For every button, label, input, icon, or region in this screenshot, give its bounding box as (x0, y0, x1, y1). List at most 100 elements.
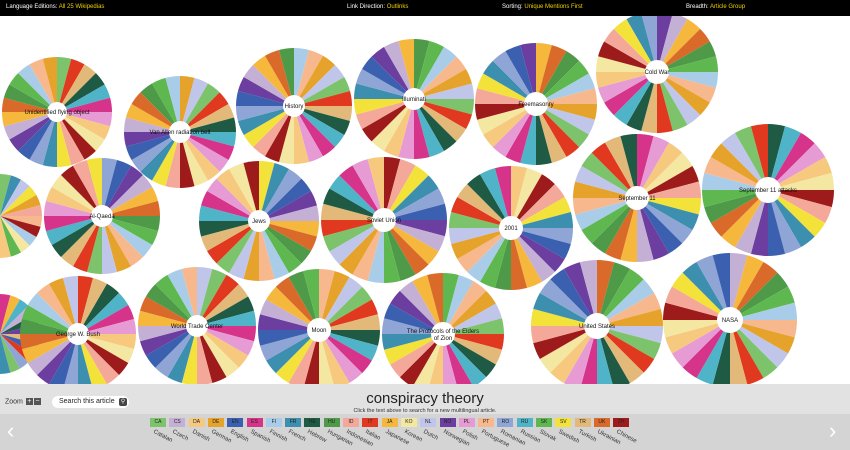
wheel-hub (584, 313, 610, 339)
article-wheel[interactable]: World Trade Center (138, 267, 256, 384)
wheel-slice (475, 104, 536, 120)
wheel-slice (414, 99, 430, 159)
language-uk-item[interactable]: UK Ukrainian (593, 418, 621, 446)
wheel-slice (536, 73, 595, 104)
wheel-label: United States (579, 324, 615, 330)
wheel-slice (356, 69, 414, 99)
sorting-value[interactable]: Unique Mentions First (524, 4, 583, 10)
wheel-slice (78, 277, 107, 334)
wheel-slice (0, 205, 42, 216)
wheel-slice (259, 221, 319, 237)
language-da-item[interactable]: DA Danish (188, 418, 210, 443)
wheel-slice (199, 205, 259, 221)
article-wheel[interactable]: Unidentified flying object (1, 56, 112, 168)
article-wheel[interactable]: Al-Qaeda (44, 158, 160, 274)
language-id-item[interactable]: ID Indonesian (343, 418, 374, 448)
language-zh-item[interactable]: ZH Chinese (613, 418, 638, 445)
wheel-slice (0, 334, 20, 373)
wheel-slice (138, 326, 197, 342)
article-wheel[interactable]: United States (531, 260, 663, 384)
article-wheel[interactable]: The Protocols of the Elders of Zion (382, 273, 504, 384)
wheel-slice (768, 124, 786, 190)
language-pt-item[interactable]: PT Portuguese (478, 418, 510, 449)
article-wheel[interactable]: Freemasonry (475, 43, 597, 165)
language-no-item[interactable]: NO Norwegian (439, 418, 470, 448)
article-wheel[interactable]: September 11 attacks (702, 124, 834, 256)
language-it-item[interactable]: IT Italian (362, 418, 381, 442)
zoom-in-button[interactable]: + (25, 398, 33, 405)
next-arrow-icon[interactable]: › (829, 418, 837, 443)
article-wheel[interactable]: NASA (663, 252, 797, 384)
search-article-button[interactable]: Search this article ⚲ (52, 396, 129, 408)
wheel-slice (167, 269, 197, 326)
wheel-slice (597, 268, 644, 326)
language-de-item[interactable]: DE German (207, 418, 232, 444)
wheel-slice (0, 186, 37, 216)
language-sk-item[interactable]: SK Slovak (536, 418, 557, 443)
wheel-slice (0, 216, 37, 246)
wheel-slice (319, 314, 380, 330)
language-cs-item[interactable]: CS Czech (169, 418, 189, 442)
language-code: CA (150, 418, 166, 427)
zoom-out-button[interactable]: − (33, 398, 41, 405)
wheel-slice (704, 157, 768, 190)
language-ko-item[interactable]: KO Korean (400, 418, 423, 443)
article-wheel[interactable]: Illuminati (354, 39, 475, 159)
wheel-slice (597, 326, 661, 359)
breadth-value[interactable]: Article Group (710, 4, 746, 10)
article-wheel[interactable]: Soviet Union (321, 157, 447, 283)
previous-arrow-icon[interactable]: ‹ (7, 418, 15, 443)
wheel-slice (657, 16, 673, 72)
wheel-slice (613, 72, 657, 125)
wheel-slice (539, 279, 597, 326)
wheel-slice (511, 197, 571, 228)
language-editions-value[interactable]: All 25 Wikipedias (58, 4, 105, 10)
language-ro-item[interactable]: RO Romanian (497, 418, 527, 447)
article-wheel[interactable]: 2001 (449, 166, 573, 290)
language-tr-item[interactable]: TR Turkish (574, 418, 597, 443)
language-en-item[interactable]: EN English (227, 418, 250, 444)
wheel-slice (207, 178, 259, 221)
article-wheel[interactable]: Van Allen radiation belt (124, 76, 236, 188)
wheel-slice (768, 172, 834, 190)
language-sv-item[interactable]: SV Swedish (555, 418, 580, 445)
language-fi-item[interactable]: FI Finnish (265, 418, 288, 443)
language-editions-setting[interactable]: Language Editions: All 25 Wikipedias (6, 4, 104, 10)
wheel-label: Moon (311, 328, 326, 334)
article-wheel[interactable]: Jews (199, 160, 319, 281)
wheel-slice (78, 334, 136, 350)
breadth-setting[interactable]: Breadth: Article Group (686, 4, 745, 10)
edge-wheel (0, 174, 42, 258)
wheel-slice (596, 56, 657, 72)
search-hint: Click the text above to search for a new… (353, 408, 497, 414)
wheel-slice (671, 320, 730, 368)
article-title[interactable]: conspiracy theory (366, 390, 484, 407)
link-direction-value[interactable]: Outlinks (386, 4, 409, 10)
wheel-slice (384, 220, 401, 283)
language-hu-item[interactable]: HU Hungarian (323, 418, 353, 447)
wheel-slice (730, 261, 778, 320)
language-fr-item[interactable]: FR French (285, 418, 307, 443)
article-wheel[interactable]: Cold War (596, 16, 718, 133)
article-wheel[interactable]: September 11 (573, 134, 701, 262)
language-ja-item[interactable]: JA Japanese (381, 418, 410, 447)
wheel-slice (511, 166, 528, 228)
wheel-slice (260, 299, 319, 330)
sorting-setting[interactable]: Sorting: Unique Mentions First (502, 4, 583, 10)
wheel-slice (511, 228, 555, 282)
language-nl-item[interactable]: NL Dutch (420, 418, 439, 442)
wheel-slice (657, 72, 716, 103)
language-pl-item[interactable]: PL Polish (458, 418, 478, 442)
language-name: Catalan (152, 429, 174, 445)
wheel-slice (494, 228, 511, 290)
wheel-slice (682, 261, 730, 320)
language-ca-item[interactable]: CA Catalan (150, 418, 173, 444)
wheel-slice (42, 112, 57, 168)
language-es-item[interactable]: ES Spanish (246, 418, 271, 444)
language-ru-item[interactable]: RU Russian (516, 418, 541, 444)
article-wheel[interactable]: George W. Bush (20, 276, 136, 384)
language-he-item[interactable]: HE Hebrew (304, 418, 328, 444)
article-wheel[interactable]: History (236, 48, 352, 164)
article-wheel[interactable]: Moon (258, 269, 380, 384)
link-direction-setting[interactable]: Link Direction: Outlinks (347, 4, 408, 10)
